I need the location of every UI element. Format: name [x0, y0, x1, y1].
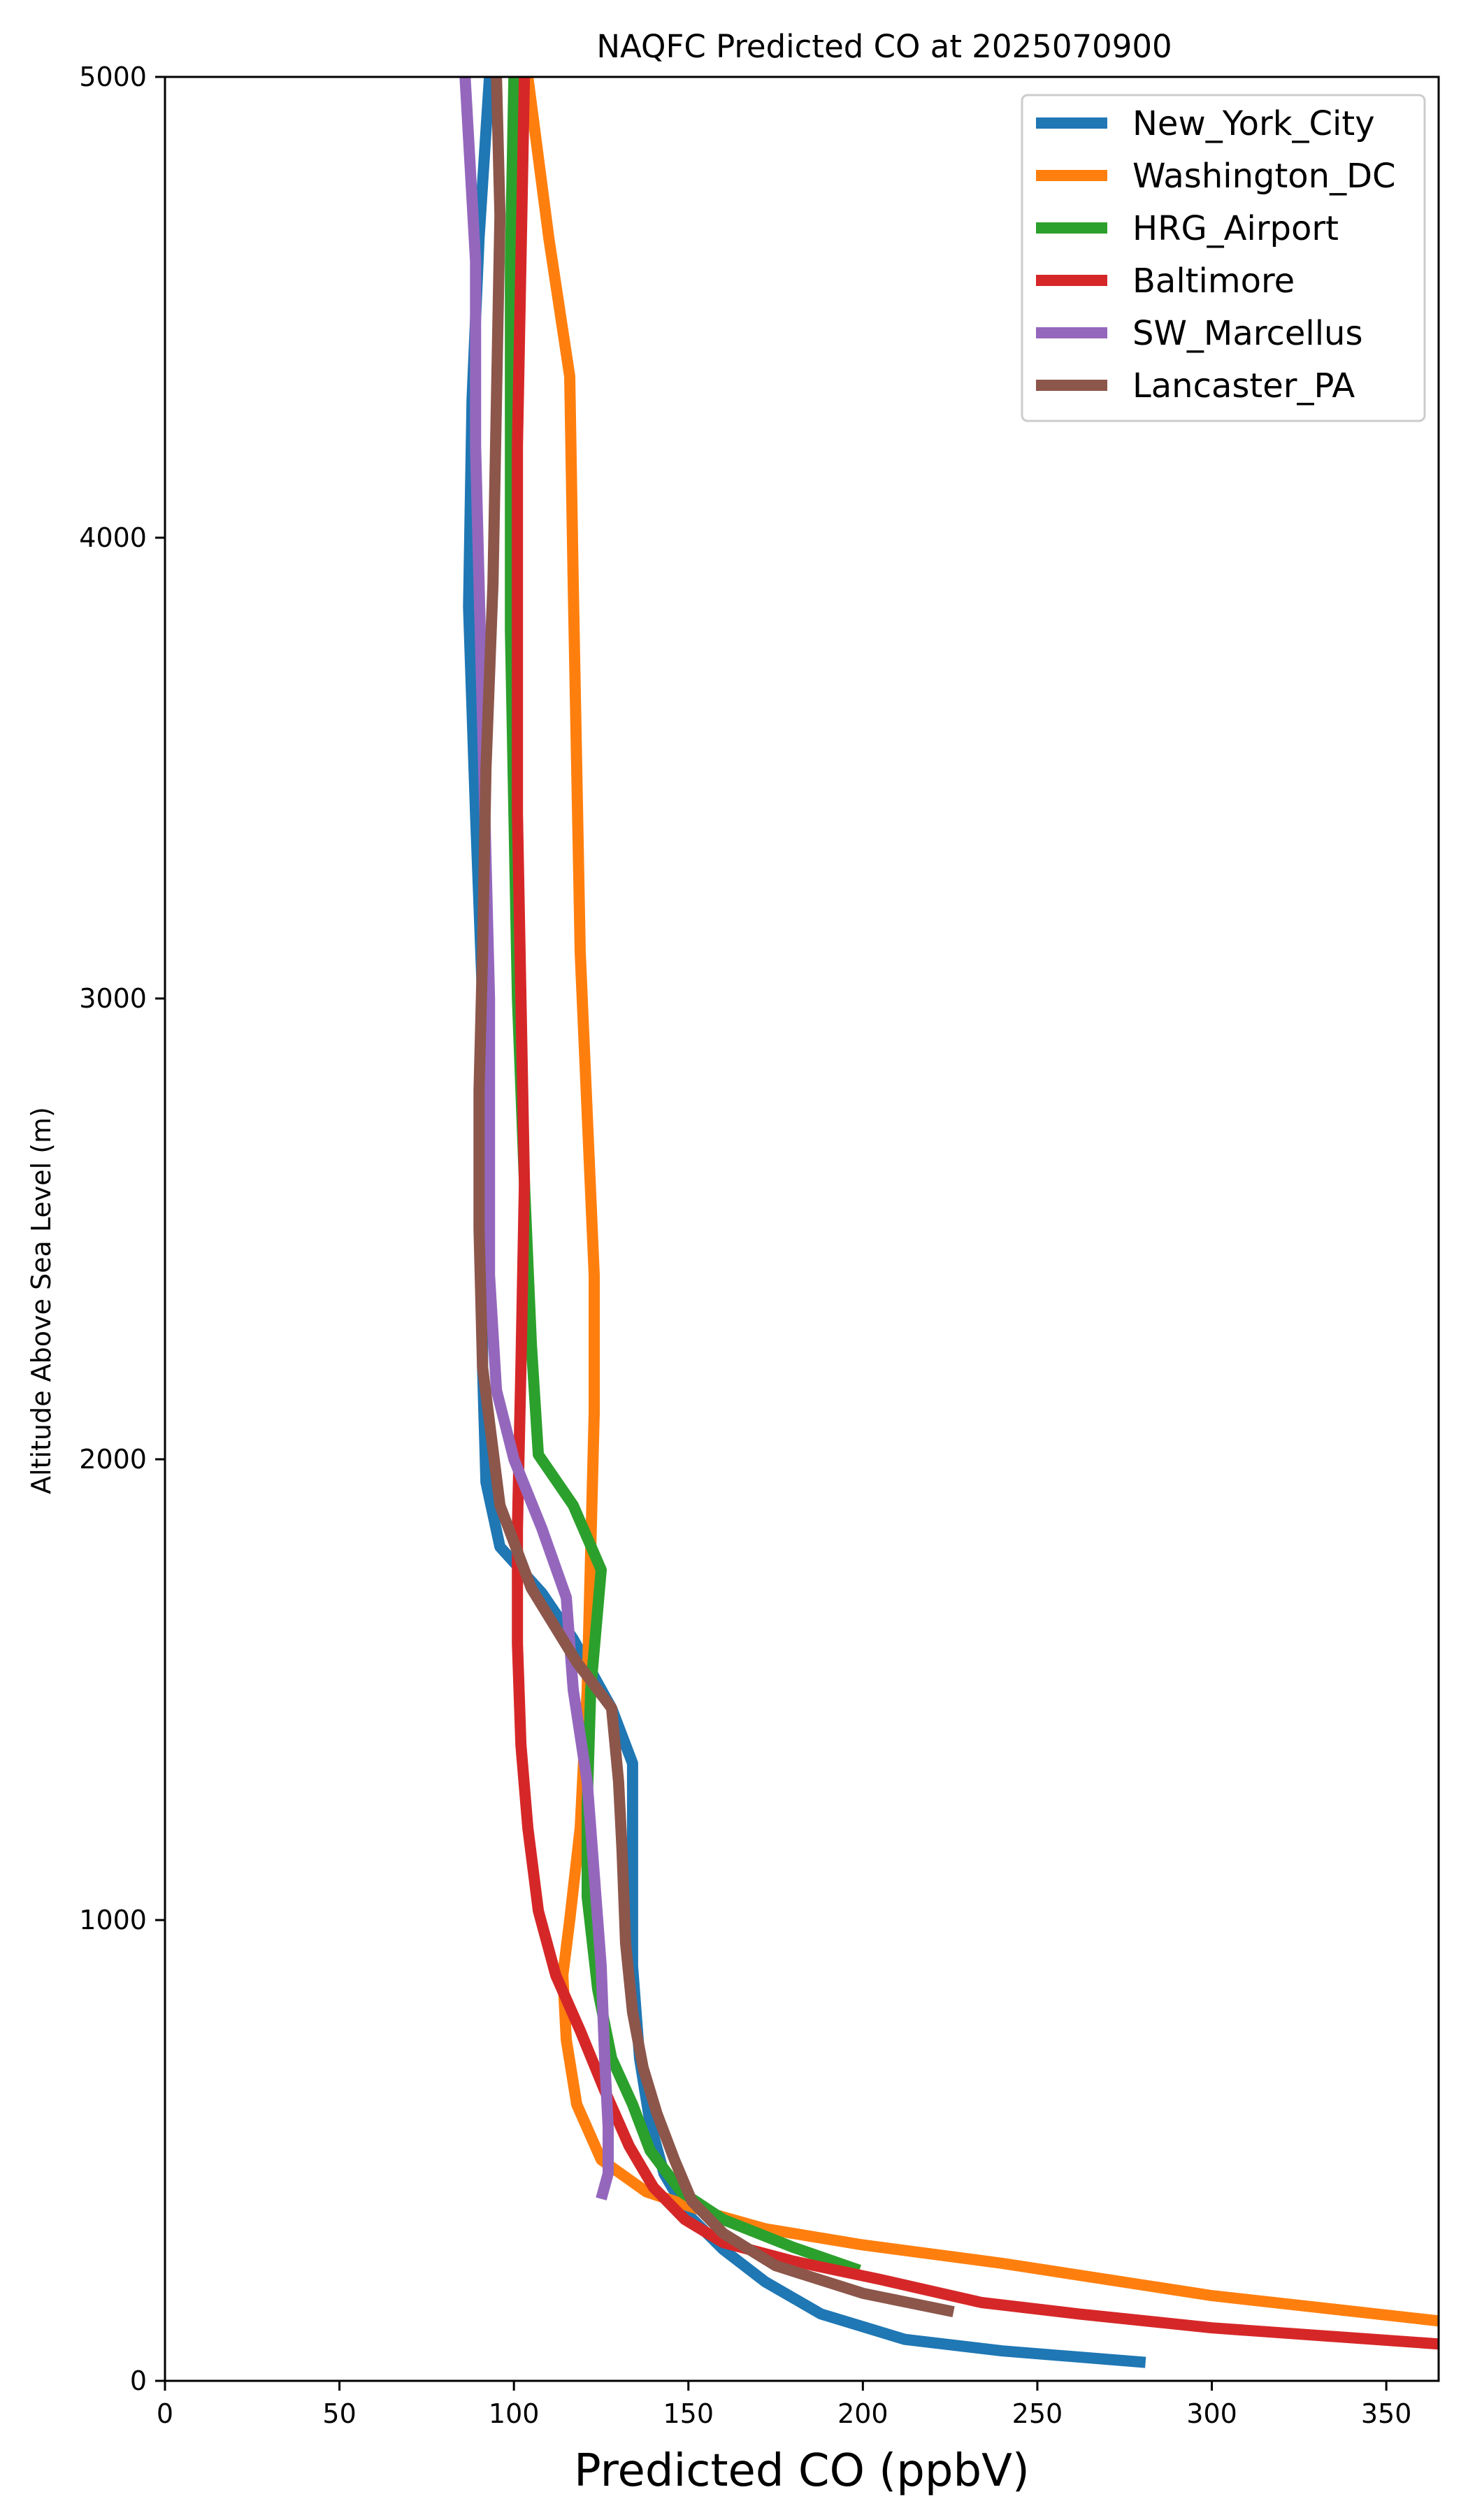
series-line-lancaster-pa [473, 77, 955, 2318]
series-line-sw-marcellus [459, 77, 614, 2200]
chart-title: NAQFC Predicted CO at 2025070900 [596, 28, 1172, 65]
x-tick-label: 100 [489, 2398, 540, 2429]
legend-label-new-york-city: New_York_City [1132, 104, 1375, 143]
x-tick-label: 300 [1186, 2398, 1237, 2429]
y-axis-label: Altitude Above Sea Level (m) [26, 1107, 57, 1494]
legend: New_York_City Washington_DC HRG_Airport Bal… [1021, 94, 1426, 422]
legend-label-baltimore: Baltimore [1132, 262, 1295, 301]
legend-label-washington-dc: Washington_DC [1132, 157, 1396, 196]
y-tick-label: 1000 [79, 1905, 147, 1935]
legend-box [1021, 94, 1426, 422]
plot-frame [164, 76, 1440, 2382]
series-line-baltimore [512, 77, 1439, 2350]
y-tick-label: 4000 [79, 522, 147, 553]
x-tick-label: 150 [663, 2398, 714, 2429]
y-tick-label: 2000 [79, 1444, 147, 1475]
x-axis-label: Predicted CO (ppbV) [574, 2445, 1030, 2497]
x-tick-label: 200 [837, 2398, 888, 2429]
x-tick-label: 50 [322, 2398, 356, 2429]
series-layer [459, 77, 1439, 2368]
x-tick-label: 350 [1361, 2398, 1412, 2429]
series-line-new-york-city [463, 77, 1146, 2368]
legend-label-sw-marcellus: SW_Marcellus [1132, 314, 1362, 353]
legend-label-hrg-airport: HRG_Airport [1132, 209, 1339, 248]
legend-label-lancaster-pa: Lancaster_PA [1132, 366, 1355, 406]
x-tick-label: 250 [1012, 2398, 1063, 2429]
y-tick-label: 0 [130, 2365, 147, 2396]
x-tick-label: 0 [157, 2398, 173, 2429]
y-tick-label: 5000 [79, 62, 147, 92]
series-line-washington-dc [522, 77, 1439, 2327]
axes-layer: 0 50 100 150 200 250 300 350 0 1000 2000 3000 4000 50… [79, 62, 1440, 2429]
y-tick-label: 3000 [79, 983, 147, 1014]
